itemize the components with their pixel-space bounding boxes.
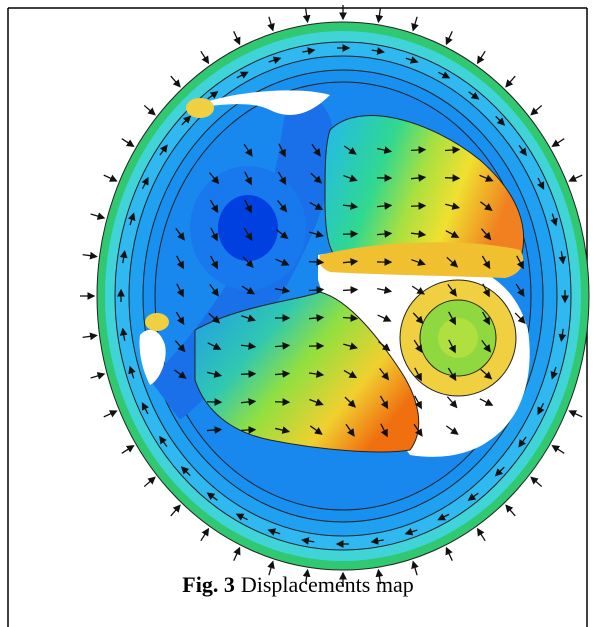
- arrow: [171, 505, 180, 516]
- arrow: [411, 150, 425, 151]
- page: Fig. 3Displacements map (() => { const d…: [0, 0, 595, 627]
- arrow: [531, 105, 542, 114]
- arrow: [201, 529, 209, 541]
- arrow: [552, 139, 564, 147]
- arrow: [83, 335, 97, 337]
- figure: Fig. 3Displacements map: [0, 0, 595, 627]
- arrow: [552, 446, 564, 454]
- arrow: [241, 374, 255, 375]
- arrow: [446, 548, 452, 561]
- arrow: [569, 411, 582, 417]
- arrow: [569, 175, 582, 181]
- arrow: [234, 548, 240, 561]
- arrow: [241, 430, 255, 431]
- arrow: [201, 51, 209, 63]
- arrow: [446, 31, 452, 44]
- arrow: [413, 562, 417, 575]
- arrow: [234, 31, 240, 44]
- arrow: [83, 255, 97, 257]
- arrow: [122, 446, 134, 454]
- arrow: [306, 8, 308, 22]
- arrow: [122, 139, 134, 147]
- arrow: [506, 76, 515, 87]
- arrow: [413, 17, 417, 30]
- arrow: [269, 17, 273, 30]
- arrow: [91, 374, 104, 378]
- arrow: [343, 290, 357, 291]
- arrow: [104, 175, 117, 181]
- arrow: [104, 411, 117, 417]
- arrow: [445, 178, 459, 179]
- arrow: [411, 206, 425, 207]
- arrow: [144, 477, 155, 486]
- caption-text: Displacements map: [241, 572, 414, 597]
- caption: Fig. 3Displacements map: [182, 572, 413, 597]
- arrow: [144, 105, 155, 114]
- arrow: [91, 214, 104, 218]
- arrow: [531, 477, 542, 486]
- arrow: [309, 262, 323, 263]
- arrow: [506, 505, 515, 516]
- arrow: [478, 529, 486, 541]
- arrow: [171, 76, 180, 87]
- arrow: [478, 51, 486, 63]
- arrow: [378, 8, 380, 22]
- displacement-map: [80, 5, 589, 587]
- caption-label: Fig. 3: [182, 572, 235, 597]
